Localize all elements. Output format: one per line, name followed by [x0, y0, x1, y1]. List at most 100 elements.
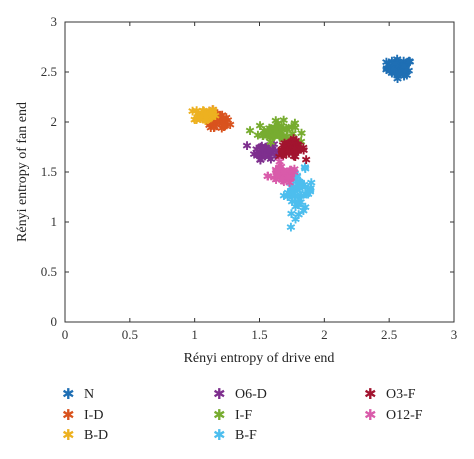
- data-point: ✱: [277, 171, 287, 185]
- data-point: ✱: [212, 108, 222, 122]
- data-point: ✱: [273, 122, 283, 136]
- data-point: ✱: [270, 144, 280, 158]
- data-point: ✱: [267, 145, 277, 159]
- data-point: ✱: [269, 126, 279, 140]
- data-point: ✱: [257, 142, 267, 156]
- data-point: ✱: [268, 130, 278, 144]
- data-point: ✱: [269, 129, 279, 143]
- data-point: ✱: [400, 62, 410, 76]
- x-tick-label: 2: [321, 327, 328, 342]
- data-point: ✱: [273, 116, 283, 130]
- x-axis-label: Rényi entropy of drive end: [184, 351, 335, 366]
- data-point: ✱: [275, 166, 285, 180]
- data-point: ✱: [206, 110, 216, 124]
- data-point: ✱: [294, 208, 304, 222]
- data-point: ✱: [206, 106, 216, 120]
- y-tick-label: 2.5: [41, 64, 57, 79]
- data-point: ✱: [289, 132, 299, 146]
- data-point: ✱: [271, 114, 281, 128]
- data-point: ✱: [288, 142, 298, 156]
- data-point: ✱: [218, 114, 228, 128]
- data-point: ✱: [200, 114, 210, 128]
- data-point: ✱: [253, 148, 263, 162]
- series-i-f: ✱✱ ✱✱✱✱✱✱✱✱✱✱✱✱✱✱✱✱✱ ✱✱✱✱✱✱✱✱✱✱✱ ✱ ✱✱ ✱✱✱✱✱✱✱…: [245, 114, 307, 150]
- data-point: ✱: [270, 125, 280, 139]
- data-point: ✱: [290, 121, 300, 135]
- data-point: ✱: [284, 147, 294, 161]
- data-point: ✱: [387, 60, 397, 74]
- data-point: ✱: [201, 109, 211, 123]
- y-tick-label: 0: [51, 314, 58, 329]
- data-point: ✱: [290, 142, 300, 156]
- data-point: ✱: [263, 141, 273, 155]
- data-point: ✱: [207, 111, 217, 125]
- data-point: ✱: [295, 182, 305, 196]
- data-point: ✱: [271, 163, 281, 177]
- data-point: ✱: [400, 64, 410, 78]
- data-point: ✱: [285, 170, 295, 184]
- data-point: ✱: [207, 109, 217, 123]
- data-point: ✱: [269, 121, 279, 135]
- data-point: ✱: [287, 170, 297, 184]
- data-point: ✱: [219, 111, 229, 125]
- data-point: ✱: [208, 108, 218, 122]
- data-point: ✱: [206, 111, 216, 125]
- data-point: ✱: [205, 116, 215, 130]
- data-point: ✱: [273, 146, 283, 160]
- data-point: ✱: [201, 109, 211, 123]
- data-point: ✱: [294, 198, 304, 212]
- data-point: ✱: [283, 171, 293, 185]
- data-point: ✱: [288, 188, 298, 202]
- data-point: ✱: [208, 103, 218, 117]
- y-tick-label: 1.5: [41, 164, 57, 179]
- data-point: ✱: [283, 144, 293, 158]
- data-point: ✱: [387, 55, 397, 69]
- data-point: ✱: [306, 176, 316, 190]
- data-point: ✱: [295, 142, 305, 156]
- data-point: ✱: [281, 122, 291, 136]
- data-point: ✱: [402, 56, 412, 70]
- x-tick-label: 3: [451, 327, 458, 342]
- data-point: ✱: [294, 143, 304, 157]
- series-b-d: ✱✱✱✱✱✱✱ ✱✱✱✱✱✱✱✱✱✱✱✱ ✱✱✱✱✱✱✱✱✱✱✱✱✱ ✱✱✱✱✱✱✱✱: [188, 103, 221, 128]
- data-point: ✱: [288, 138, 298, 152]
- data-point: ✱: [294, 195, 304, 209]
- data-point: ✱: [273, 166, 283, 180]
- data-point: ✱: [260, 149, 270, 163]
- data-point: ✱: [385, 64, 395, 78]
- data-point: ✱: [270, 129, 280, 143]
- data-point: ✱: [286, 120, 296, 134]
- data-point: ✱: [397, 58, 407, 72]
- data-point: ✱: [202, 109, 212, 123]
- data-point: ✱: [295, 142, 305, 156]
- data-point: ✱: [255, 119, 265, 133]
- data-point: ✱: [265, 131, 275, 145]
- y-axis-label: Rényi entropy of fan end: [15, 102, 30, 242]
- data-point: ✱: [204, 106, 214, 120]
- data-point: ✱: [208, 117, 218, 131]
- series-o12-f: ✱✱✱✱✱✱✱✱ ✱✱ ✱✱✱✱✱✱ ✱✱✱ ✱✱✱✱✱✱✱✱✱ ✱✱✱✱✱✱ ✱✱✱✱✱✱…: [263, 155, 300, 190]
- data-point: ✱: [207, 106, 217, 120]
- data-point: ✱: [209, 121, 219, 135]
- data-point: ✱: [286, 133, 296, 147]
- data-point: ✱: [262, 140, 272, 154]
- series-i-d: ✱✱✱✱✱✱✱✱ ✱✱✱ ✱✱✱✱✱✱✱✱✱✱✱✱✱ ✱✱✱✱✱✱✱✱✱ ✱✱✱✱✱✱ ✱…: [201, 103, 236, 136]
- data-point: ✱: [225, 118, 235, 132]
- data-point: ✱: [289, 162, 299, 176]
- data-point: ✱: [242, 139, 252, 153]
- data-point: ✱: [220, 119, 230, 133]
- data-point: ✱: [271, 126, 281, 140]
- data-point: ✱: [261, 142, 271, 156]
- data-point: ✱: [192, 107, 202, 121]
- data-point: ✱: [390, 58, 400, 72]
- data-point: ✱: [281, 142, 291, 156]
- data-point: ✱: [201, 112, 211, 126]
- data-point: ✱: [295, 189, 305, 203]
- x-tick-label: 0.5: [122, 327, 138, 342]
- data-point: ✱: [393, 61, 403, 75]
- data-point: ✱: [397, 60, 407, 74]
- data-point: ✱: [206, 107, 216, 121]
- data-point: ✱: [393, 57, 403, 71]
- data-point: ✱: [279, 166, 289, 180]
